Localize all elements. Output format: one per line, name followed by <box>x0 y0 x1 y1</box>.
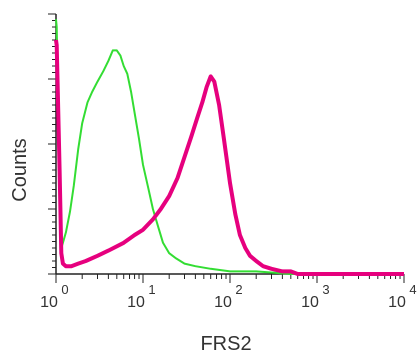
x-axis-label: FRS2 <box>200 333 251 355</box>
x-tick-label: 10 <box>301 294 319 311</box>
series-line-1 <box>55 19 404 275</box>
x-tick-label: 10 <box>40 294 58 311</box>
x-tick-exponent: 4 <box>409 282 416 297</box>
x-tick-exponent: 3 <box>322 282 329 297</box>
x-tick-exponent: 0 <box>61 282 68 297</box>
x-tick-label: 10 <box>214 294 232 311</box>
x-tick-label: 10 <box>127 294 145 311</box>
series-layer <box>54 19 404 276</box>
x-tick-exponent: 1 <box>148 282 155 297</box>
y-axis-label: Counts <box>9 138 31 201</box>
x-tick-exponent: 2 <box>235 282 242 297</box>
series-line-2 <box>54 39 404 276</box>
x-tick-label: 10 <box>388 294 406 311</box>
